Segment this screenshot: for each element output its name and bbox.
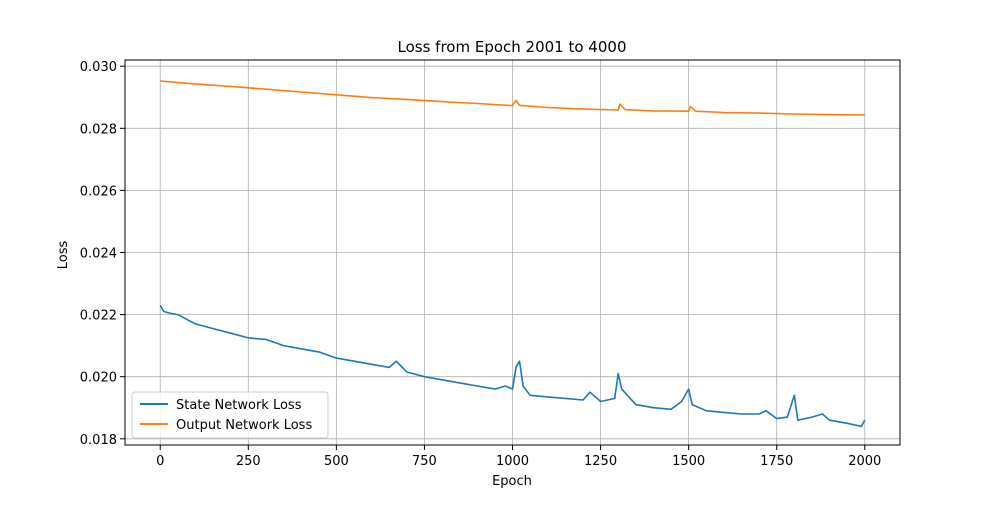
- x-tick-label: 2000: [848, 454, 881, 469]
- series-lines: [159, 80, 866, 428]
- x-tick-label: 1000: [496, 454, 529, 469]
- legend: State Network Loss Output Network Loss: [131, 391, 329, 439]
- x-tick-label: 1500: [672, 454, 705, 469]
- y-tick-label: 0.018: [80, 433, 117, 448]
- legend-label-output: Output Network Loss: [176, 418, 312, 433]
- y-tick-label: 0.024: [80, 247, 117, 262]
- x-tick-label: 500: [324, 454, 349, 469]
- x-tick-label: 750: [412, 454, 437, 469]
- x-tick-label: 1250: [584, 454, 617, 469]
- x-tick-label: 250: [236, 454, 261, 469]
- x-tick-label: 0: [156, 454, 164, 469]
- grid-lines: [125, 60, 900, 445]
- legend-box: [131, 391, 329, 439]
- legend-label-state: State Network Loss: [176, 398, 302, 413]
- y-tick-label: 0.020: [80, 371, 117, 386]
- y-axis-title: Loss: [56, 241, 71, 270]
- state-network-loss-line: [159, 304, 866, 428]
- x-tick-label: 1750: [760, 454, 793, 469]
- y-tick-label: 0.022: [80, 309, 117, 324]
- axis-ticks: 0 250 500 750 1000 1250 1500 1750 2000 0.018 0.020…: [80, 60, 882, 469]
- output-network-loss-line: [160, 80, 865, 116]
- chart-title: Loss from Epoch 2001 to 4000: [398, 38, 627, 56]
- y-tick-label: 0.026: [80, 184, 117, 199]
- y-tick-label: 0.030: [80, 60, 117, 75]
- x-axis-title: Epoch: [492, 474, 532, 489]
- y-tick-label: 0.028: [80, 122, 117, 137]
